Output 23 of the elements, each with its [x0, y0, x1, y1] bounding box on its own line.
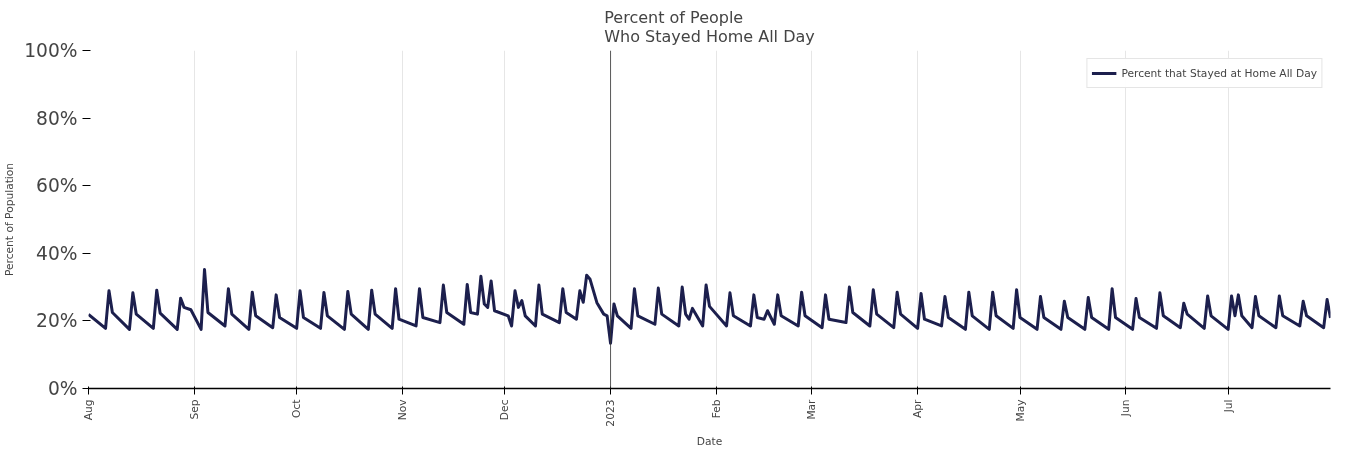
x-tick-label: May [1013, 399, 1027, 422]
x-tick-label: Nov [395, 399, 409, 421]
x-tick-label: 2023 [604, 399, 618, 427]
x-tick-label: Mar [805, 398, 819, 420]
y-tick-label: 20% [36, 310, 78, 332]
chart-title: Percent of People Who Stayed Home All Day [604, 7, 815, 46]
y-axis-title: Percent of Population [3, 162, 17, 277]
legend-label: Percent that Stayed at Home All Day [1121, 66, 1317, 80]
x-axis-title: Date [696, 434, 723, 448]
y-tick-label: 80% [36, 107, 78, 129]
y-tick-label: 100% [24, 40, 78, 61]
x-tick-label: Sep [187, 399, 201, 420]
x-tick-label: Apr [911, 398, 925, 418]
y-tick-label: 60% [36, 175, 78, 197]
x-tick-label: Jul [1221, 399, 1235, 414]
y-tick-label: 40% [36, 242, 78, 264]
x-tick-label: Aug [82, 399, 95, 421]
line-series [88, 268, 1331, 345]
x-tick-label: Oct [290, 399, 304, 418]
x-tick-label: Jun [1119, 399, 1133, 418]
x-tick-label: Dec [498, 399, 512, 421]
x-tick-label: Feb [709, 399, 723, 419]
y-tick-label: 0% [47, 378, 78, 399]
